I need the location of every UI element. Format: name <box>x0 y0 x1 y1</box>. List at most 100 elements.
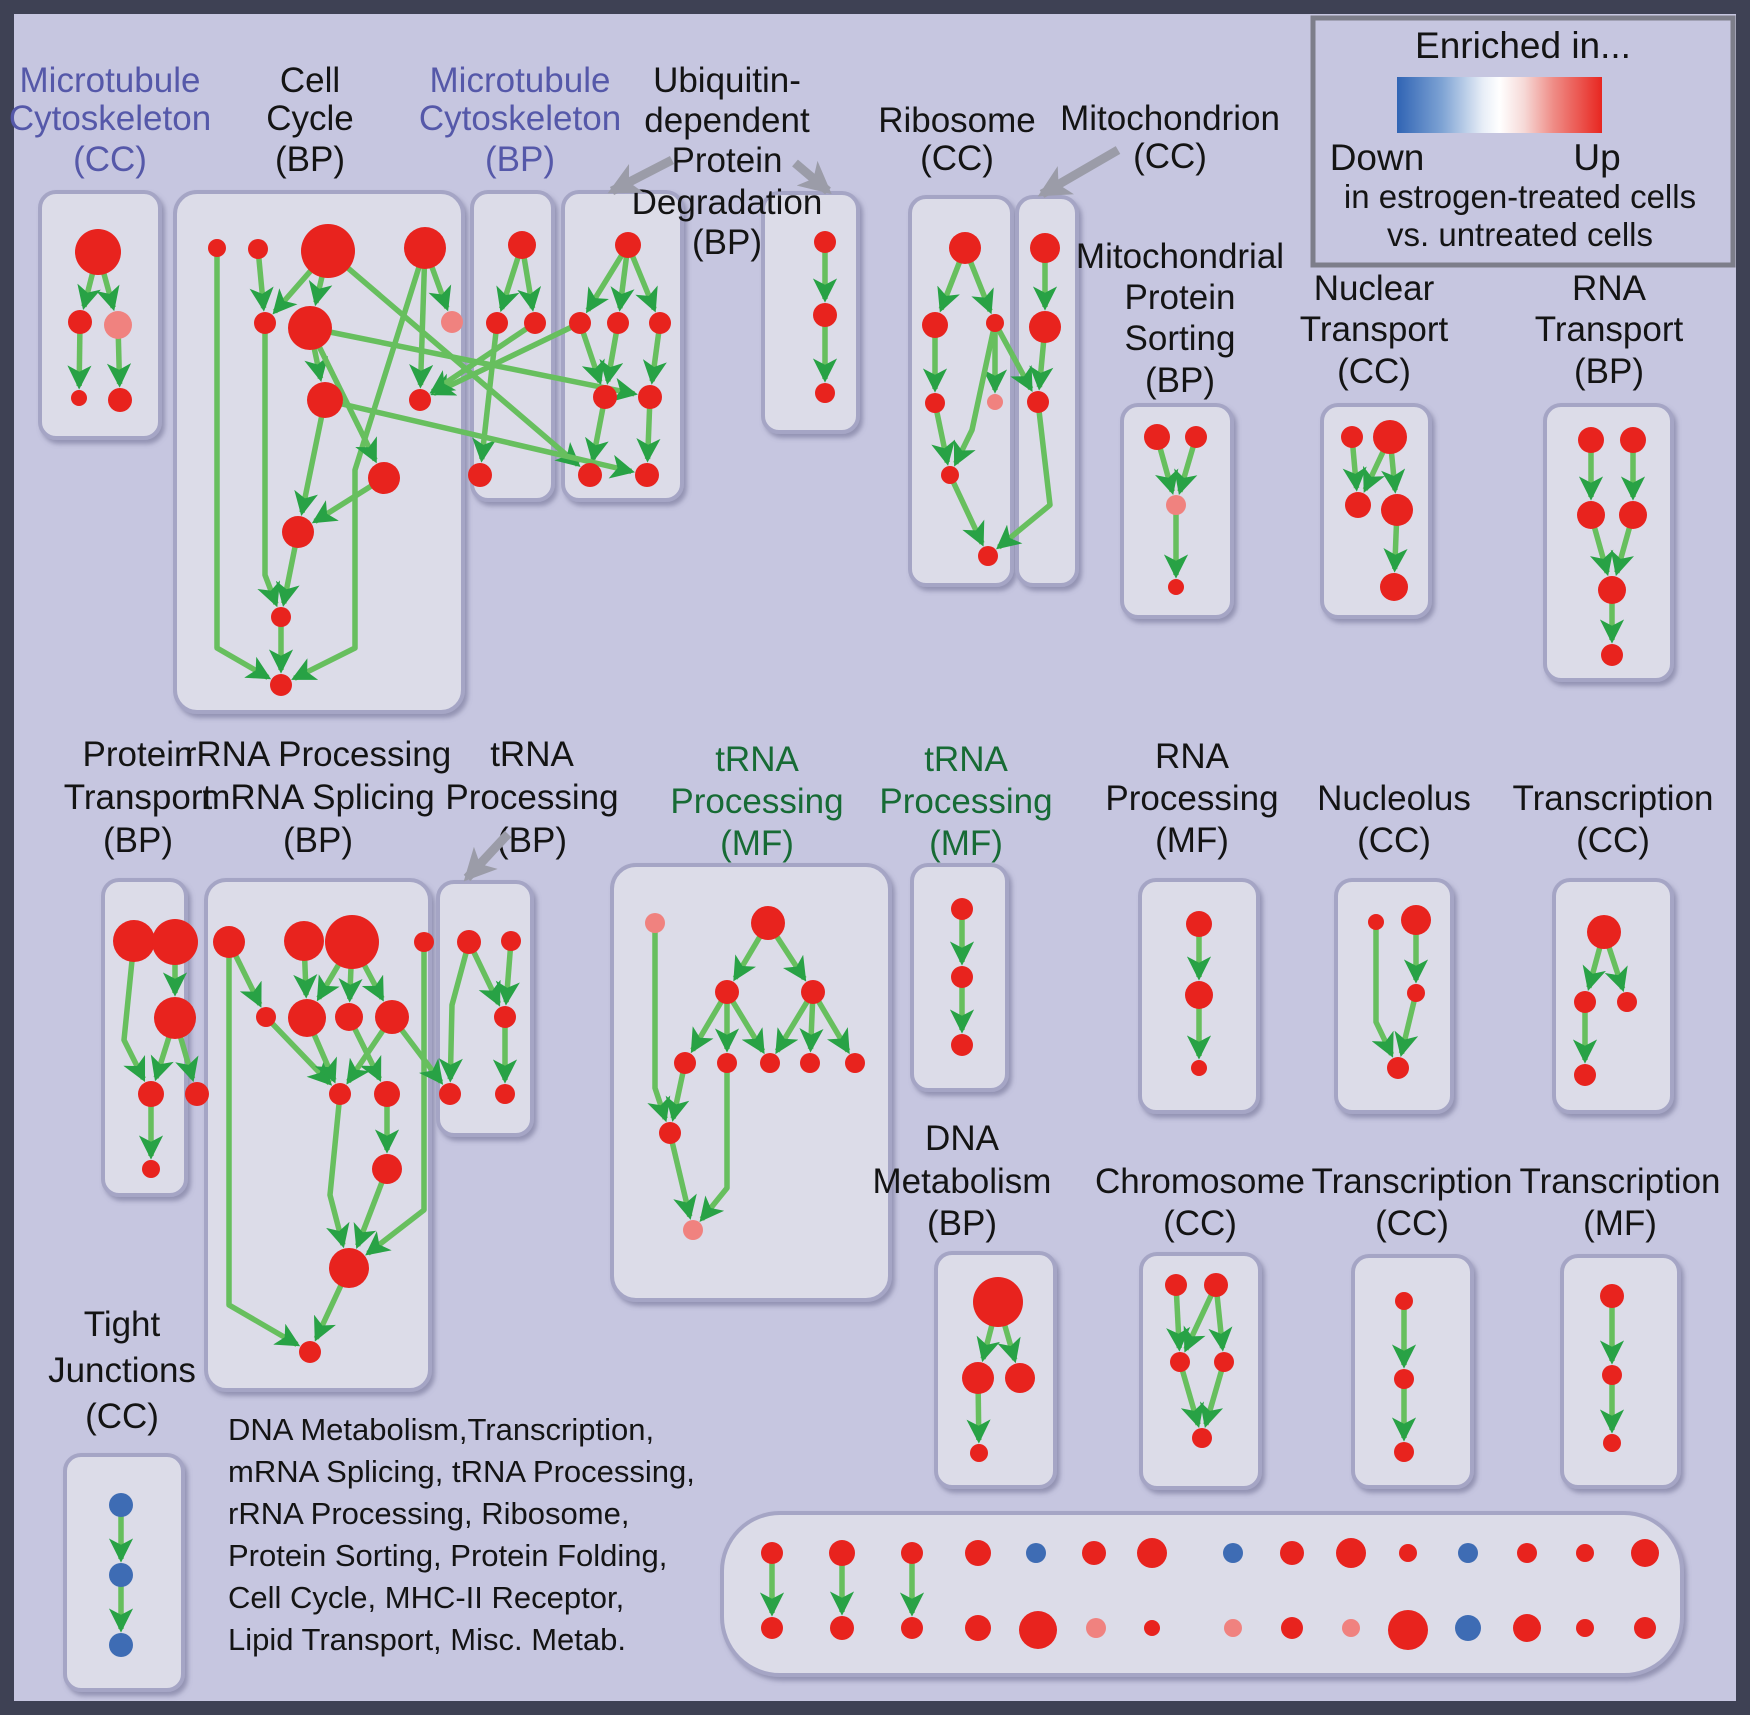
go-term-node <box>468 463 492 487</box>
go-term-node <box>751 906 785 940</box>
legend-down-label: Down <box>1330 137 1425 178</box>
go-term-node <box>1395 1292 1413 1310</box>
label-microtubule-cytoskeleton-cc: Cytoskeleton <box>9 99 211 138</box>
label-transcription-cc: (CC) <box>1576 821 1650 860</box>
label-trna-processing-bp: tRNA <box>490 735 574 774</box>
label-rna-transport-bp: (BP) <box>1574 352 1644 391</box>
misc-collapsed-clusters-text: Lipid Transport, Misc. Metab. <box>228 1622 626 1657</box>
label-tight-junctions-cc: (CC) <box>85 1397 159 1436</box>
go-term-node <box>593 385 617 409</box>
go-term-node <box>1602 1365 1622 1385</box>
edge-protein-transport <box>121 940 146 1083</box>
go-term-node <box>1281 1617 1303 1639</box>
cluster-box-nucleolus <box>1334 878 1454 1114</box>
label-ribosome-cc: (CC) <box>920 139 994 178</box>
go-term-node <box>495 1084 515 1104</box>
edge-trna-mf-1 <box>647 923 671 1123</box>
label-rna-transport-bp: Transport <box>1535 310 1684 349</box>
go-term-node <box>1030 233 1060 263</box>
go-term-node <box>1336 1538 1366 1568</box>
edge-chromosome <box>1177 1361 1205 1429</box>
label-ubiquitin-degradation-bp: Degradation <box>632 183 823 222</box>
go-term-node <box>1399 1544 1417 1562</box>
label-protein-transport-bp: (BP) <box>103 821 173 860</box>
go-term-node <box>1280 1541 1304 1565</box>
go-term-node <box>951 966 973 988</box>
misc-collapsed-clusters-text: Cell Cycle, MHC-II Receptor, <box>228 1580 624 1615</box>
go-term-node <box>109 1493 133 1517</box>
edge-rrna-mrna <box>226 942 301 1347</box>
label-rrna-mrna-bp: rRNA Processing <box>185 735 451 774</box>
edge-trna-mf-1 <box>699 1063 730 1222</box>
go-term-node <box>761 1617 783 1639</box>
label-trna-processing-mf-2: Processing <box>879 782 1052 821</box>
go-term-node <box>1631 1539 1659 1567</box>
go-term-node <box>1617 992 1637 1012</box>
edge-trna-mf-1 <box>667 1132 697 1220</box>
go-term-node <box>1574 1064 1596 1086</box>
label-tight-junctions-cc: Junctions <box>48 1351 196 1390</box>
go-term-node <box>683 1220 703 1240</box>
label-mitochondrion-cc: (CC) <box>1133 137 1207 176</box>
go-term-node <box>414 932 434 952</box>
nodes-layer <box>68 224 1659 1657</box>
go-term-node <box>282 516 314 548</box>
go-term-node <box>439 1083 461 1105</box>
go-term-node <box>335 1003 363 1031</box>
label-trna-processing-mf-2: tRNA <box>924 740 1008 779</box>
go-term-node <box>486 312 508 334</box>
arrow-ubiquitin-right <box>792 159 832 195</box>
go-term-node <box>1185 426 1207 448</box>
label-mitochondrial-protein-sorting-bp: Sorting <box>1125 319 1236 358</box>
label-mitochondrial-protein-sorting-bp: Protein <box>1125 278 1236 317</box>
go-term-node <box>800 1053 820 1073</box>
label-rrna-mrna-bp: mRNA Splicing <box>201 778 434 817</box>
legend-box <box>1310 15 1736 268</box>
go-term-node <box>213 926 245 958</box>
go-term-node <box>1368 914 1384 930</box>
go-term-node <box>208 239 226 257</box>
label-chromosome-cc: Chromosome <box>1095 1162 1305 1201</box>
go-term-node <box>1578 427 1604 453</box>
misc-collapsed-clusters-text: DNA Metabolism,Transcription, <box>228 1412 654 1447</box>
legend-subtitle-line2: vs. untreated cells <box>1387 216 1653 253</box>
go-term-node <box>368 462 400 494</box>
label-trna-processing-mf-1: tRNA <box>715 740 799 779</box>
go-term-node <box>1027 391 1049 413</box>
go-term-node <box>271 607 291 627</box>
edge-cell-cycle <box>294 399 328 516</box>
go-term-node <box>1394 1369 1414 1389</box>
legend-gradient-bar <box>1397 77 1602 133</box>
go-term-node <box>256 1007 276 1027</box>
go-term-node <box>830 1616 854 1640</box>
go-term-node <box>1394 1442 1414 1462</box>
label-ribosome-cc: Ribosome <box>878 101 1036 140</box>
cluster-box-rrna-mrna <box>204 878 432 1392</box>
go-term-node <box>1341 426 1363 448</box>
go-term-node <box>1620 427 1646 453</box>
go-term-node <box>638 385 662 409</box>
go-term-node <box>68 310 92 334</box>
go-term-node <box>1619 501 1647 529</box>
go-term-node <box>1214 1352 1234 1372</box>
go-term-node <box>404 227 446 269</box>
go-term-node <box>1373 420 1407 454</box>
go-term-node <box>494 1006 516 1028</box>
label-dna-metabolism-bp: Metabolism <box>873 1162 1052 1201</box>
go-term-node <box>970 1444 988 1462</box>
label-transcription-cc: Transcription <box>1513 779 1714 818</box>
go-term-node <box>1381 494 1413 526</box>
go-term-node <box>325 915 379 969</box>
edge-chromosome <box>1199 1361 1227 1429</box>
go-term-node <box>374 1081 400 1107</box>
go-term-node <box>1603 1434 1621 1452</box>
go-term-node <box>1407 984 1425 1002</box>
go-term-node <box>254 312 276 334</box>
label-transcription-mf: (MF) <box>1583 1204 1657 1243</box>
go-term-node <box>635 463 659 487</box>
go-term-node <box>372 1154 402 1184</box>
go-term-node <box>1165 1274 1187 1296</box>
label-protein-transport-bp: Protein <box>83 735 194 774</box>
edge-cell-cycle <box>214 248 272 680</box>
